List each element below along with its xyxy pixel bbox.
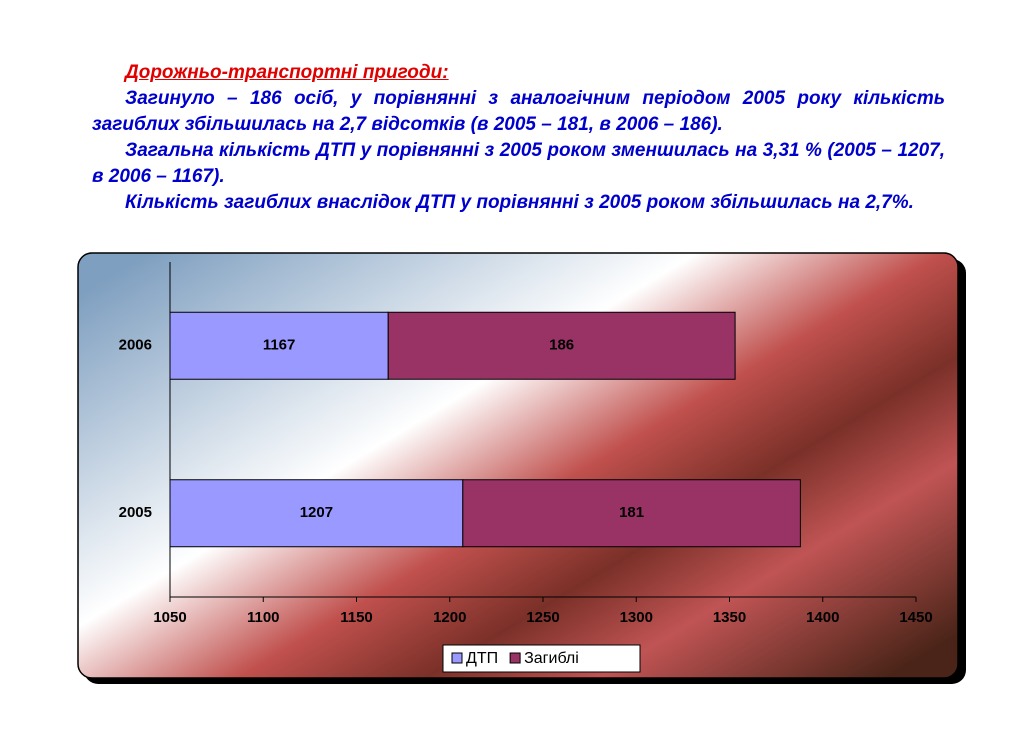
legend xyxy=(442,644,641,673)
x-tick-label: 1150 xyxy=(340,609,373,626)
x-tick-label: 1200 xyxy=(433,609,466,626)
y-tick-label: 2005 xyxy=(119,504,152,521)
bar-segment xyxy=(169,311,389,380)
legend-swatch xyxy=(509,652,521,664)
x-tick-label: 1250 xyxy=(526,609,559,626)
document: Дорожньо-транспортні пригоди: Загинуло –… xyxy=(92,60,945,216)
x-tick-label: 1300 xyxy=(620,609,653,626)
x-tick-label: 1350 xyxy=(713,609,746,626)
paragraph: Загальна кількість ДТП у порівнянні з 20… xyxy=(92,140,945,187)
paragraph: Кількість загиблих внаслідок ДТП у порів… xyxy=(125,192,914,213)
paragraph: Загинуло – 186 осіб, у порівнянні з анал… xyxy=(92,88,945,135)
y-tick-label: 2006 xyxy=(119,337,152,354)
data-label: 1207 xyxy=(300,504,333,521)
bar-segment xyxy=(387,311,736,380)
x-tick-label: 1100 xyxy=(247,609,280,626)
bar-segment xyxy=(462,479,801,548)
x-tick-label: 1050 xyxy=(153,609,186,626)
legend-label: Загиблі xyxy=(524,650,579,667)
legend-label: ДТП xyxy=(466,650,498,667)
data-label: 1167 xyxy=(263,337,296,354)
data-label: 181 xyxy=(619,504,644,521)
x-tick-label: 1400 xyxy=(806,609,839,626)
x-tick-label: 1450 xyxy=(899,609,932,626)
data-label: 186 xyxy=(549,337,574,354)
heading: Дорожньо-транспортні пригоди: xyxy=(125,62,449,83)
legend-swatch xyxy=(451,652,463,664)
